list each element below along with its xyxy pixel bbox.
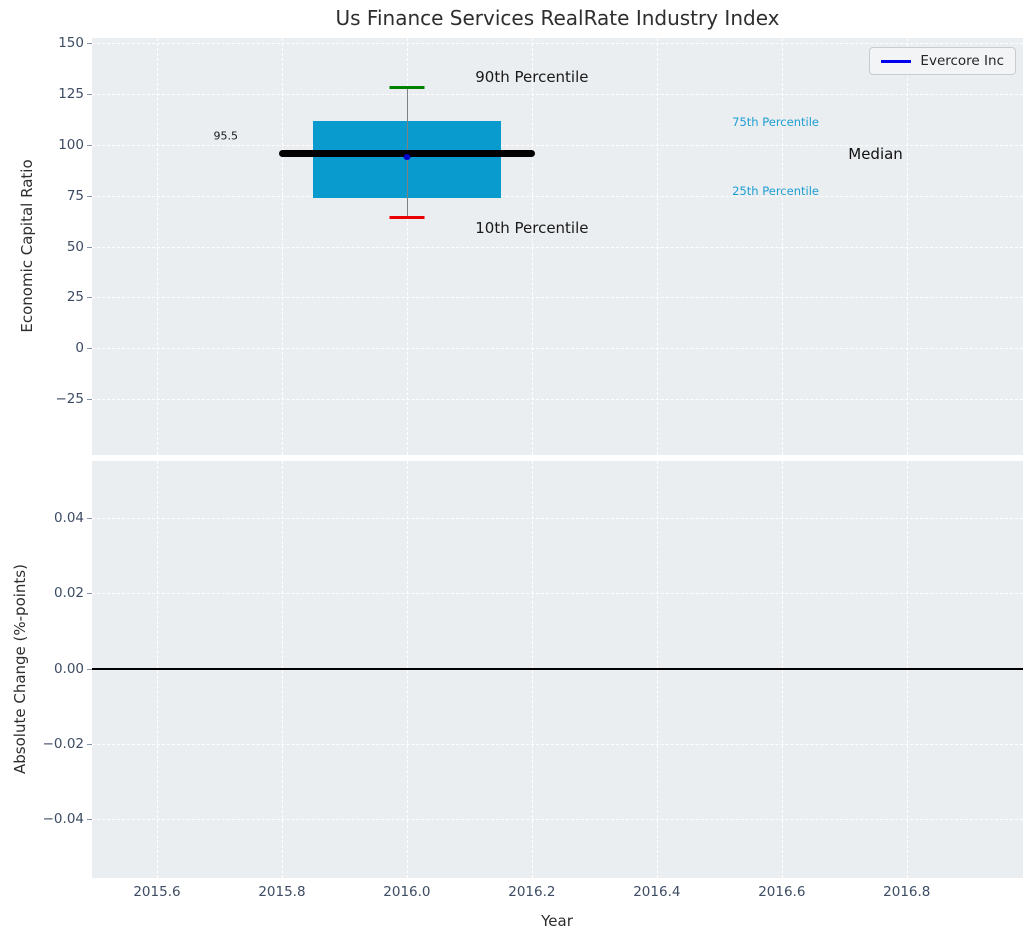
h-gridline [92,195,1023,197]
h-gridline [92,399,1023,401]
bottom-plot-panel [92,461,1023,878]
y-tick-label: −25 [55,391,85,408]
y-tick-label: 0.00 [53,660,84,677]
annotation-median-label: Median [848,144,903,163]
y-tick-label: 50 [66,238,84,255]
y-tick-mark [87,144,92,146]
x-tick-label: 2015.6 [133,884,181,900]
h-gridline [92,518,1023,520]
annotation-25th-percentile-label: 25th Percentile [732,184,819,199]
y-tick-mark [87,668,92,670]
y-tick-label: 0 [75,340,84,357]
whisker-cap-90th [389,86,425,90]
x-tick-label: 2016.6 [758,884,806,900]
h-gridline [92,348,1023,350]
y-tick-mark [87,348,92,350]
company-data-point [403,153,411,160]
median-line [278,150,535,158]
y-tick-mark [87,819,92,821]
x-axis-label: Year [541,912,573,930]
y-tick-mark [87,195,92,197]
h-gridline [92,93,1023,95]
chart-title: Us Finance Services RealRate Industry In… [335,6,780,30]
x-tick-label: 2016.0 [383,884,431,900]
y-tick-mark [87,518,92,520]
legend: Evercore Inc [869,47,1016,75]
y-tick-mark [87,399,92,401]
y-tick-mark [87,297,92,299]
y-tick-label: 125 [58,85,84,102]
y-tick-label: 75 [66,187,84,204]
annotation-10th-percentile-label: 10th Percentile [475,219,589,238]
y-tick-mark [87,744,92,746]
annotation-median-value-label: 95.5 [213,129,238,143]
y-tick-label: −0.04 [42,811,84,828]
zero-line [92,667,1023,670]
y-tick-label: 0.02 [53,585,84,602]
annotation-90th-percentile-label: 90th Percentile [475,68,589,87]
x-tick-label: 2016.8 [883,884,931,900]
top-plot-panel [92,38,1023,455]
legend-line-swatch [881,59,912,63]
y-tick-label: 25 [66,289,84,306]
legend-label: Evercore Inc [920,53,1004,69]
h-gridline [92,593,1023,595]
h-gridline [92,744,1023,746]
y-tick-label: 150 [58,34,84,51]
y-tick-mark [87,246,92,248]
whisker-cap-10th [389,216,425,220]
x-tick-label: 2015.8 [258,884,306,900]
h-gridline [92,297,1023,299]
y-tick-label: 0.04 [53,510,84,527]
x-tick-label: 2016.2 [508,884,556,900]
h-gridline [92,246,1023,248]
annotation-75th-percentile-label: 75th Percentile [732,115,819,130]
y-tick-label: −0.02 [42,736,84,753]
y-tick-mark [87,93,92,95]
h-gridline [92,819,1023,821]
y-tick-mark [87,593,92,595]
h-gridline [92,42,1023,44]
x-tick-label: 2016.4 [633,884,681,900]
y-tick-label: 100 [58,136,84,153]
y-tick-mark [87,42,92,44]
h-gridline [92,144,1023,146]
